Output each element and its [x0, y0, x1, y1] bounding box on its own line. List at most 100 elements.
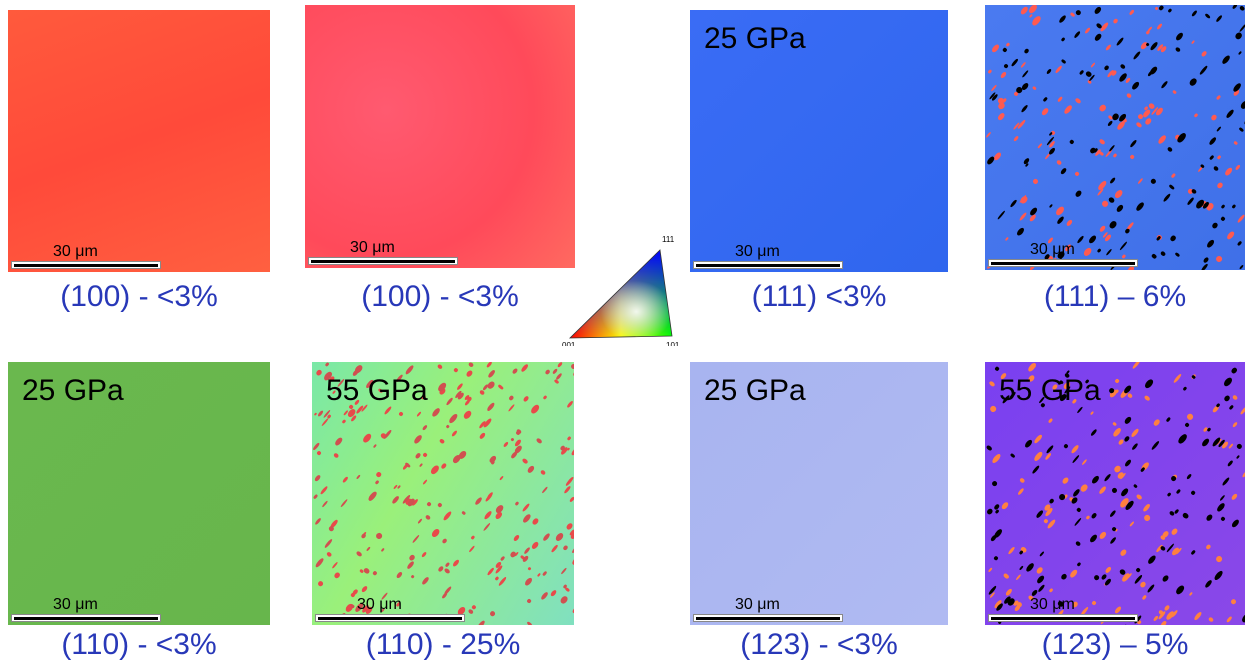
- grain: [1242, 469, 1245, 478]
- grain: [465, 370, 474, 379]
- grain: [1105, 44, 1112, 51]
- grain: [1152, 418, 1160, 427]
- caption: (110) - <3%: [0, 628, 279, 662]
- grain: [1129, 521, 1134, 527]
- grain: [334, 437, 343, 447]
- grain: [1091, 475, 1101, 486]
- grain: [452, 559, 460, 568]
- grain: [397, 485, 401, 489]
- grain: [422, 479, 427, 485]
- grain: [1028, 5, 1039, 14]
- grain: [1186, 473, 1192, 480]
- grain: [1136, 122, 1143, 129]
- grain: [1130, 428, 1139, 438]
- grain: [988, 568, 993, 573]
- grain: [483, 523, 491, 532]
- grain: [499, 475, 504, 480]
- grain: [1099, 139, 1106, 145]
- grain: [542, 395, 547, 400]
- grain: [1204, 13, 1210, 19]
- grain: [1076, 508, 1082, 514]
- grain: [508, 395, 514, 402]
- figure: 111 001 101 (() => { const data = JSON.p…: [0, 0, 1246, 666]
- grain: [1025, 562, 1035, 573]
- grain: [1230, 493, 1237, 501]
- grain: [1174, 508, 1179, 514]
- grain: [1061, 269, 1065, 270]
- grain: [1213, 165, 1219, 171]
- grain: [1019, 195, 1028, 205]
- grain: [313, 493, 319, 499]
- grain: [1200, 51, 1206, 58]
- grain: [1175, 584, 1186, 595]
- grain: [1158, 5, 1164, 11]
- grain: [571, 606, 574, 614]
- grain: [571, 545, 574, 554]
- grain: [1143, 514, 1151, 522]
- grain: [374, 480, 378, 485]
- grain: [1123, 435, 1130, 442]
- grain: [1220, 516, 1225, 521]
- grain: [566, 436, 570, 441]
- grain: [1054, 65, 1062, 73]
- grain: [425, 514, 431, 520]
- grain: [1029, 14, 1033, 18]
- grain: [484, 509, 494, 520]
- grain: [540, 592, 549, 601]
- grain: [1066, 220, 1073, 228]
- grain: [1219, 495, 1225, 502]
- grain: [1207, 427, 1212, 432]
- grain: [317, 579, 324, 586]
- grain: [1232, 395, 1238, 401]
- grain: [545, 369, 551, 375]
- grain: [1231, 367, 1239, 375]
- grain: [1152, 624, 1158, 625]
- grain: [1120, 487, 1129, 497]
- grain: [383, 430, 392, 440]
- grain: [1072, 454, 1080, 463]
- grain: [526, 465, 535, 474]
- scale-label: 30 μm: [350, 239, 395, 257]
- grain: [1021, 62, 1027, 69]
- grain: [1107, 120, 1113, 126]
- grain: [324, 538, 333, 548]
- grain: [1116, 204, 1125, 213]
- grain: [1032, 465, 1041, 475]
- grain: [1144, 118, 1152, 127]
- grain: [1086, 515, 1091, 520]
- grain: [1138, 178, 1144, 185]
- grain: [1088, 234, 1097, 244]
- grain: [1157, 134, 1167, 145]
- grain: [315, 368, 323, 376]
- grain: [413, 434, 423, 444]
- grain: [527, 566, 532, 571]
- grain: [1019, 566, 1024, 571]
- grain: [1205, 513, 1214, 522]
- grain: [500, 556, 505, 562]
- grain: [508, 404, 515, 412]
- grain: [440, 463, 447, 470]
- scale-label: 30 μm: [735, 596, 780, 614]
- grain: [414, 452, 420, 459]
- grain: [1041, 107, 1050, 117]
- grain: [566, 401, 573, 409]
- ebsd-map: 30 μm: [305, 5, 575, 268]
- grain: [1224, 394, 1231, 402]
- grain: [1168, 8, 1173, 13]
- grain: [1114, 606, 1122, 614]
- grain: [1142, 595, 1148, 601]
- grain: [1057, 97, 1063, 103]
- grain: [1203, 256, 1210, 263]
- grain: [313, 474, 321, 482]
- grain: [1215, 502, 1225, 513]
- grain: [1018, 212, 1027, 222]
- grain: [1069, 568, 1079, 578]
- grain: [398, 412, 404, 418]
- grain: [1098, 531, 1107, 540]
- grain: [1049, 498, 1055, 505]
- grain: [406, 560, 415, 570]
- grain: [469, 546, 476, 553]
- grain: [986, 155, 995, 165]
- grain: [1240, 405, 1245, 414]
- grain: [1088, 534, 1098, 544]
